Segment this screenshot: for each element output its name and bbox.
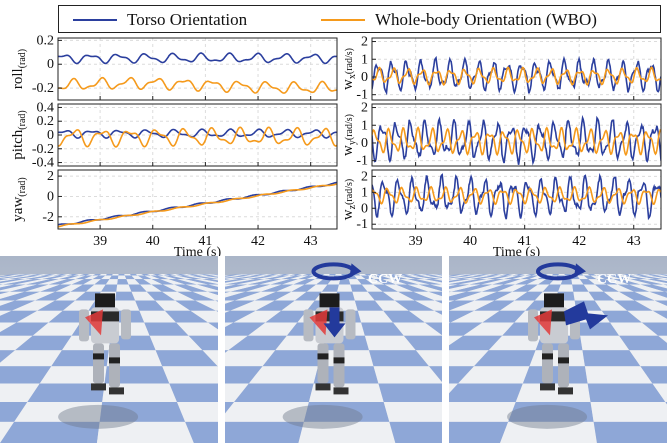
y-tick-label: 0	[361, 70, 368, 85]
series-line-torso	[58, 128, 337, 139]
y-tick-label: 2	[47, 169, 54, 184]
checker-floor	[0, 274, 218, 443]
y-tick-label: 1	[361, 185, 368, 200]
x-axis-label: Time (s)	[493, 245, 541, 256]
x-tick-label: 39	[409, 234, 423, 249]
y-tick-label: 0.4	[37, 100, 55, 115]
sim-snapshot-1	[0, 256, 218, 443]
x-tick-label: 41	[518, 234, 532, 249]
x-tick-label: 43	[304, 234, 318, 249]
sim-scene-2	[225, 256, 442, 443]
wbo-arrow	[85, 309, 103, 336]
wbo-arrow	[534, 309, 552, 336]
y-tick-label: 2	[361, 35, 368, 50]
y-tick-label: 0	[47, 128, 54, 143]
legend-item-wbo: Whole-body Orientation (WBO)	[321, 10, 597, 30]
humanoid-robot	[303, 262, 362, 395]
series-line-torso	[58, 52, 337, 65]
humanoid-robot	[79, 293, 131, 395]
y-tick-label: 0.2	[37, 33, 55, 48]
series-line-wbo	[58, 126, 337, 148]
x-tick-label: 43	[627, 234, 641, 249]
plot-frame	[371, 103, 662, 167]
plot-frame	[371, 37, 662, 101]
series-line-wbo	[372, 66, 661, 86]
series-line-wbo	[58, 76, 337, 94]
legend-label-torso: Torso Orientation	[127, 10, 248, 29]
x-tick-label: 42	[251, 234, 265, 249]
checker-floor	[449, 274, 667, 443]
series-line-torso	[372, 114, 661, 166]
y-tick-label: -1	[356, 217, 368, 232]
x-axis-label: Time (s)	[174, 245, 222, 256]
y-tick-label: 1	[361, 118, 368, 133]
y-axis-label: wz(rad/s)	[340, 179, 358, 220]
plot-frame	[57, 169, 338, 230]
x-tick-label: 39	[93, 234, 107, 249]
y-tick-label: 0	[361, 201, 368, 216]
ccw-label-2: CCW	[597, 272, 632, 287]
y-tick-label: 1	[361, 52, 368, 67]
x-tick-label: 40	[146, 234, 160, 249]
y-tick-label: 0	[47, 57, 54, 72]
y-axis-label: roll(rad)	[10, 49, 28, 89]
series-line-torso	[372, 55, 661, 96]
humanoid-robot	[528, 262, 608, 395]
y-tick-label: -0.2	[32, 81, 54, 96]
series-line-wbo	[58, 183, 337, 228]
wbo-arrow	[309, 309, 328, 336]
y-tick-label: 2	[361, 169, 368, 184]
x-tick-label: 42	[572, 234, 586, 249]
y-axis-label: wx(rad/s)	[340, 48, 358, 90]
y-tick-label: 0.2	[37, 114, 55, 129]
legend-item-torso: Torso Orientation	[73, 10, 247, 30]
legend-swatch-torso	[73, 19, 117, 21]
robot-shadow	[507, 404, 588, 429]
ccw-label-1: CCW	[368, 272, 403, 287]
x-tick-label: 41	[198, 234, 212, 249]
torso-arrow	[323, 307, 346, 338]
y-tick-label: -1	[356, 88, 368, 103]
sim-snapshot-2: CCW	[225, 256, 442, 443]
chart-panel-4: -1 0 1 2wx(rad/s)	[340, 35, 662, 103]
y-tick-label: -0.4	[32, 156, 54, 171]
chart-panel-5: -1 0 1 2wy(rad/s)	[340, 101, 662, 169]
series-line-wbo	[372, 185, 661, 206]
x-tick-label: 40	[463, 234, 477, 249]
y-tick-label: -0.2	[32, 142, 54, 157]
chart-panel-3: -2 0 2 39 40 41 42 43 Time (s) yaw(rad)	[10, 169, 338, 256]
sim-scene-1	[0, 256, 218, 443]
y-axis-label: wy(rad/s)	[340, 114, 358, 156]
y-tick-label: 0	[47, 189, 54, 204]
legend: Torso Orientation Whole-body Orientation…	[58, 5, 661, 33]
legend-label-wbo: Whole-body Orientation (WBO)	[375, 10, 597, 29]
robot-shadow	[282, 404, 363, 429]
y-axis-label: yaw(rad)	[10, 177, 28, 221]
sim-snapshot-3: CCW	[449, 256, 667, 443]
y-axis-label: pitch(rad)	[10, 110, 28, 159]
series-line-wbo	[372, 126, 661, 157]
y-tick-label: -1	[356, 154, 368, 169]
sim-scene-3	[449, 256, 667, 443]
y-tick-label: -2	[42, 210, 54, 225]
chart-panel-2: -0.4-0.200.20.4 pitch(rad)	[10, 100, 338, 171]
y-tick-label: 2	[361, 101, 368, 116]
y-tick-label: 0	[361, 136, 368, 151]
charts-svg: -0.200.2roll(rad)-0.4-0.200.20.4pitch(ra…	[10, 33, 662, 256]
plot-frame	[57, 37, 338, 101]
torso-arrow	[564, 301, 608, 330]
robot-shadow	[58, 404, 139, 429]
chart-panel-1: -0.2 0 0.2 roll(rad)	[10, 33, 338, 101]
plot-frame	[371, 169, 662, 230]
legend-swatch-wbo	[321, 19, 365, 21]
